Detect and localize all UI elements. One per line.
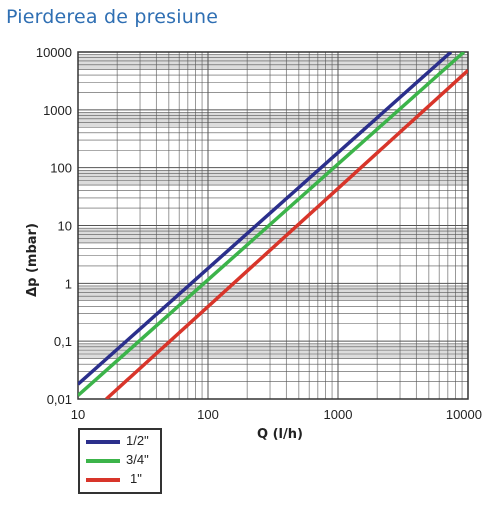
y-tick-label: 10000 (36, 45, 72, 60)
legend-item: 3/4" (80, 451, 160, 469)
x-tick-label: 100 (197, 407, 219, 422)
legend-swatch (86, 440, 120, 444)
series-lines (78, 52, 468, 399)
x-axis-label: Q (l/h) (257, 427, 303, 442)
grid-band (78, 285, 468, 301)
y-tick-label: 1000 (43, 103, 72, 118)
chart-title: Pierderea de presiune (6, 6, 219, 28)
series-line-2 (78, 52, 466, 397)
grid-band (78, 228, 468, 243)
y-tick-label: 10 (58, 219, 72, 234)
y-tick-label: 0,1 (54, 334, 72, 349)
legend-label: 1" (130, 471, 142, 486)
legend-swatch (86, 459, 120, 463)
y-tick-label: 100 (50, 161, 72, 176)
y-tick-label: 1 (65, 276, 72, 291)
x-tick-labels: 10 100 1000 10000 (71, 407, 482, 422)
series-line-1 (78, 52, 453, 386)
y-tick-label: 0,01 (47, 392, 72, 407)
legend-item: 1" (80, 470, 160, 488)
legend-swatch (86, 478, 120, 482)
grid-band (78, 54, 468, 70)
legend-label: 1/2" (126, 433, 149, 448)
legend-label: 3/4" (126, 452, 149, 467)
y-axis-label: Δp (mbar) (25, 223, 40, 297)
legend: 1/2" 3/4" 1" (78, 428, 162, 494)
grid-band (78, 170, 468, 186)
x-tick-label: 10 (71, 407, 85, 422)
grid-band (78, 343, 468, 359)
grid-lines (77, 52, 468, 400)
plot-frame (77, 51, 469, 400)
x-tick-label: 10000 (446, 407, 482, 422)
legend-item: 1/2" (80, 432, 160, 450)
x-tick-label: 1000 (324, 407, 353, 422)
series-line-3 (105, 69, 468, 399)
y-tick-labels: 10000 1000 100 10 1 0,1 0,01 (36, 45, 72, 407)
